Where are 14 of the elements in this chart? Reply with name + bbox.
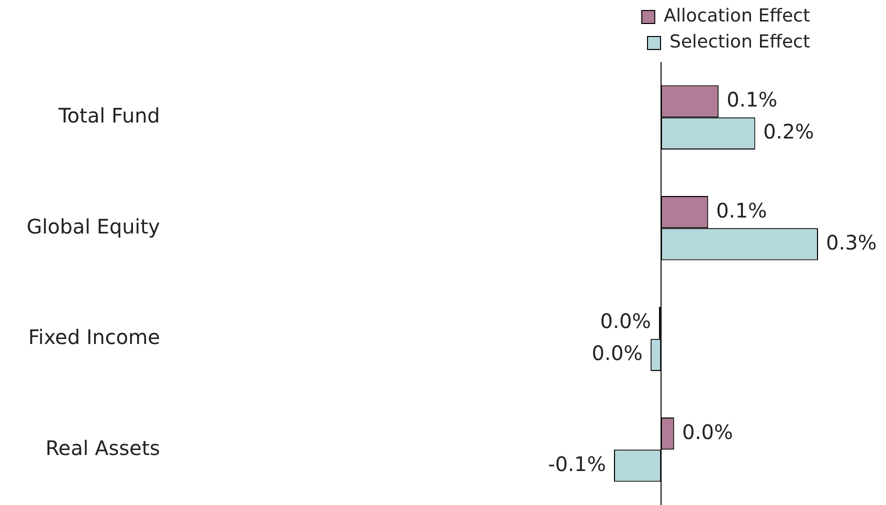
y-tick-label: Global Equity	[26, 214, 160, 238]
data-label: 0.1%	[726, 88, 778, 112]
legend-label: Selection Effect	[670, 32, 810, 53]
y-tick-label: Real Assets	[45, 436, 160, 460]
data-label: 0.1%	[716, 198, 767, 222]
data-label: 0.0%	[600, 309, 651, 334]
data-label: 0.0%	[592, 341, 643, 366]
legend-label: Allocation Effect	[664, 6, 810, 27]
y-tick-label: Total Fund	[57, 104, 160, 128]
y-tick-label: Fixed Income	[28, 325, 160, 350]
data-label: 0.3%	[826, 230, 877, 254]
data-label: 0.2%	[763, 120, 814, 144]
data-label: 0.0%	[682, 420, 733, 444]
data-label: -0.1%	[548, 452, 606, 476]
